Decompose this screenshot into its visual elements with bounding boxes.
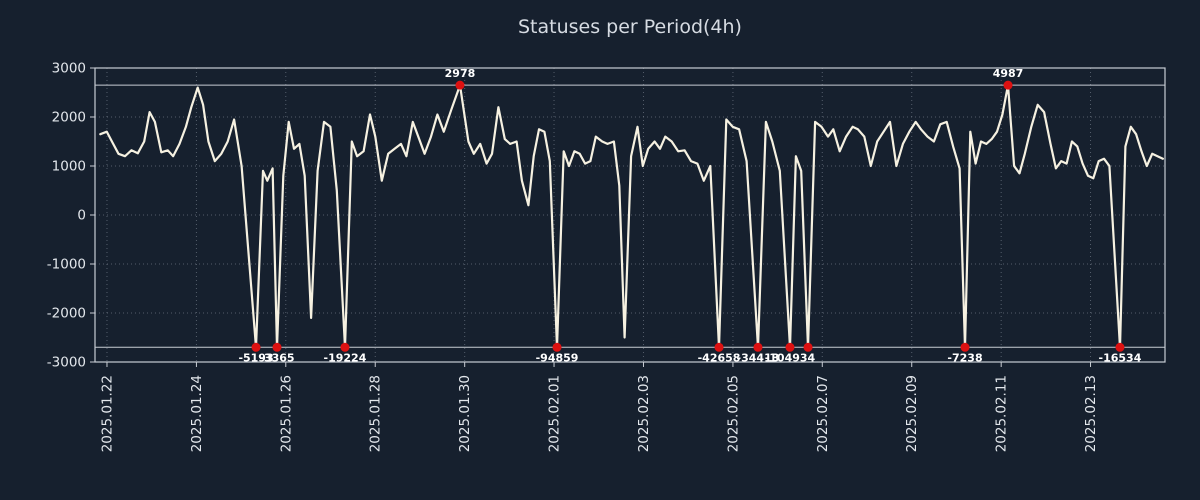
x-axis-tick-label: 2025.02.01 bbox=[547, 375, 563, 452]
y-axis-tick-label: -3000 bbox=[47, 355, 86, 371]
y-axis-tick-label: 2000 bbox=[52, 110, 86, 126]
clip-marker bbox=[1115, 342, 1125, 352]
clip-marker bbox=[714, 342, 724, 352]
y-axis-tick-label: 0 bbox=[77, 208, 86, 224]
y-axis-tick-label: 1000 bbox=[52, 159, 86, 175]
clip-marker bbox=[803, 342, 813, 352]
x-axis-tick-label: 2025.02.13 bbox=[1083, 375, 1099, 452]
annotation-value: -16534 bbox=[1099, 351, 1142, 364]
annotation-value: 2978 bbox=[445, 67, 476, 80]
annotation-value: -5193 bbox=[238, 351, 273, 364]
x-axis-tick-label: 2025.02.09 bbox=[904, 375, 920, 452]
clip-marker bbox=[340, 342, 350, 352]
clip-marker bbox=[753, 342, 763, 352]
y-axis-tick-label: 3000 bbox=[52, 61, 86, 77]
x-axis-tick-label: 2025.01.28 bbox=[368, 375, 384, 452]
y-axis-tick-label: -2000 bbox=[47, 306, 86, 322]
x-axis-tick-label: 2025.02.07 bbox=[815, 375, 831, 452]
x-axis-tick-label: 2025.02.05 bbox=[725, 375, 741, 452]
series-line bbox=[99, 84, 1165, 349]
clip-marker bbox=[272, 342, 282, 352]
clip-marker bbox=[251, 342, 261, 352]
x-axis-tick-label: 2025.01.30 bbox=[457, 375, 473, 452]
annotation-value: -34413 bbox=[737, 351, 780, 364]
annotation-value: -19224 bbox=[324, 351, 367, 364]
x-axis-tick-label: 2025.02.03 bbox=[636, 375, 652, 452]
x-axis-tick-label: 2025.01.22 bbox=[99, 375, 115, 452]
annotation-value: -104934 bbox=[765, 351, 816, 364]
y-axis-tick-label: -1000 bbox=[47, 257, 86, 273]
clip-marker bbox=[1003, 80, 1013, 90]
x-axis-tick-label: 2025.02.11 bbox=[994, 375, 1010, 452]
x-axis-tick-label: 2025.01.26 bbox=[278, 375, 294, 452]
annotation-value: -42658 bbox=[698, 351, 741, 364]
clip-marker bbox=[552, 342, 562, 352]
annotation-value: -3365 bbox=[259, 351, 294, 364]
annotation-value: 4987 bbox=[993, 67, 1024, 80]
clip-marker bbox=[785, 342, 795, 352]
clip-marker bbox=[960, 342, 970, 352]
clip-marker bbox=[455, 80, 465, 90]
annotation-value: -94859 bbox=[536, 351, 579, 364]
chart-title: Statuses per Period(4h) bbox=[518, 16, 742, 38]
annotation-value: -7238 bbox=[947, 351, 982, 364]
x-axis-tick-label: 2025.01.24 bbox=[189, 375, 205, 452]
